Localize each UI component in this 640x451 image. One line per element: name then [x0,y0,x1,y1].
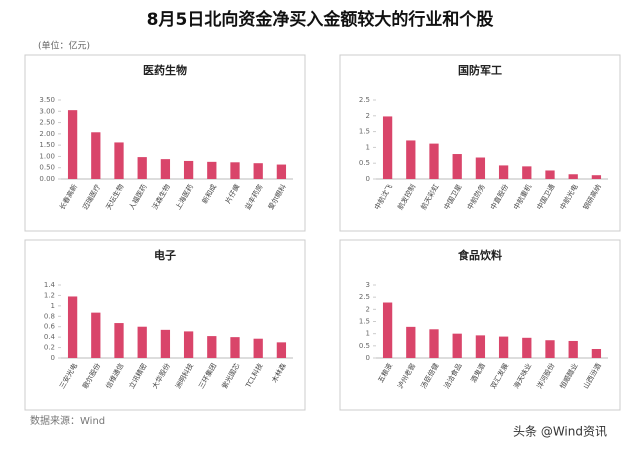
y-tick-label: 1.2 [44,291,55,299]
bar [568,174,578,179]
bar [114,323,124,358]
bar [429,329,439,358]
bar [498,336,509,358]
panel-title: 国防军工 [458,63,502,77]
y-tick-label: 1.5 [359,318,370,326]
bar [406,326,416,358]
bar [452,154,462,179]
bar [67,296,78,358]
y-tick-label: 3.00 [39,107,55,115]
bar [545,340,555,358]
bar [475,335,486,358]
bar [276,342,287,358]
bar [160,329,171,358]
y-tick-label: 3 [366,281,370,289]
bar [253,163,263,179]
bar [114,142,124,179]
y-tick-label: 2.50 [39,119,55,127]
y-tick-label: 1 [366,143,370,151]
y-tick-label: 0.4 [44,333,56,341]
source-note: 数据来源：Wind [30,414,105,427]
y-tick-label: 2.00 [39,130,55,138]
bar [568,340,578,358]
bar [230,162,240,179]
unit-label: (单位：亿元) [38,40,90,52]
y-tick-label: 0.50 [39,164,55,172]
panel [339,239,621,411]
y-tick-label: 0 [51,354,55,362]
y-tick-label: 2.5 [359,293,370,301]
bar [452,333,462,358]
bar [91,132,101,179]
bar [591,348,602,358]
y-tick-label: 2 [366,112,370,120]
bar [429,143,439,179]
bar [67,110,78,179]
y-tick-label: 1.50 [39,141,55,149]
y-tick-label: 2 [366,305,370,313]
bar [522,166,532,179]
y-tick-label: 0.5 [359,342,370,350]
y-tick-label: 0.00 [39,175,55,183]
y-tick-label: 1.5 [359,128,370,136]
bar [498,165,509,179]
bar [160,159,171,179]
bar [207,336,217,358]
bar [207,161,217,179]
y-tick-label: 0 [366,175,370,183]
bar [276,164,287,179]
y-tick-label: 1.4 [44,281,56,289]
bar [545,170,555,179]
bar [230,337,240,358]
panel-title: 食品饮料 [458,248,502,262]
y-tick-label: 1 [51,302,55,310]
y-tick-label: 1 [366,330,370,338]
panel-title: 电子 [154,248,176,262]
y-tick-label: 0 [366,354,370,362]
bar [183,160,194,179]
bar [522,337,532,358]
y-tick-label: 0.8 [44,312,55,320]
bar [406,140,416,179]
bar [137,326,147,358]
y-tick-label: 1.00 [39,152,55,160]
bar [137,157,147,179]
bar [183,331,194,358]
panel-title: 医药生物 [143,63,187,77]
watermark: 头条 @Wind资讯 [513,425,607,439]
y-tick-label: 0.5 [359,159,370,167]
bar [253,338,263,358]
page-title: 8月5日北向资金净买入金额较大的行业和个股 [147,9,494,30]
y-tick-label: 3.50 [39,96,55,104]
y-tick-label: 0.2 [44,344,55,352]
y-tick-label: 0.6 [44,323,56,331]
bar [382,302,393,358]
y-tick-label: 2.5 [359,96,370,104]
bar [91,312,101,358]
bar [591,175,602,179]
bar [382,116,393,179]
bar [475,157,486,179]
